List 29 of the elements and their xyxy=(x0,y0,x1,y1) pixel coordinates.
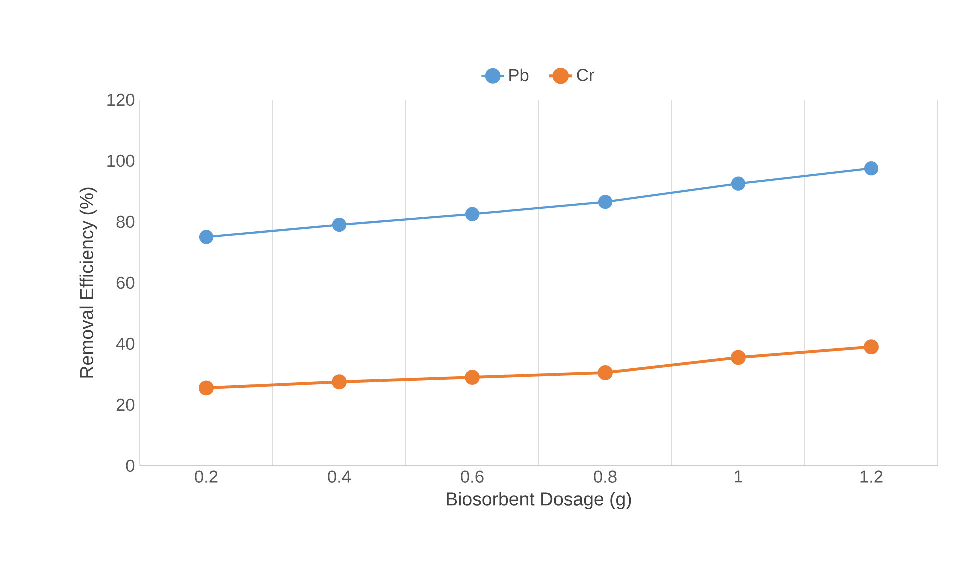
legend-label: Pb xyxy=(510,68,529,82)
y-axis-title: Removal Efficiency (%) xyxy=(80,188,98,378)
x-tick-label: 1.2 xyxy=(860,470,883,483)
y-tick-label: 120 xyxy=(108,94,135,106)
x-tick-label: 0.6 xyxy=(461,470,484,483)
point xyxy=(199,380,214,396)
x-axis-title: Biosorbent Dosage (g) xyxy=(447,492,632,510)
y-tick-label: 60 xyxy=(116,276,135,290)
legend-label: Cr xyxy=(577,69,594,82)
point xyxy=(465,207,480,222)
point xyxy=(731,350,746,366)
point xyxy=(332,374,347,390)
point xyxy=(465,370,480,386)
y-tick-label: 80 xyxy=(116,216,135,228)
x-tick-label: 0.2 xyxy=(195,470,218,483)
point xyxy=(864,162,879,176)
y-tick-label: 20 xyxy=(116,398,135,412)
point xyxy=(332,218,347,232)
x-tick-label: 1 xyxy=(735,470,742,483)
x-tick-label: 0.4 xyxy=(328,470,352,483)
point xyxy=(598,195,613,210)
y-tick-label: 100 xyxy=(108,154,135,168)
point xyxy=(598,365,613,380)
point xyxy=(199,230,214,244)
x-tick-label: 0.8 xyxy=(594,470,617,483)
y-tick-label: 40 xyxy=(116,338,135,350)
point xyxy=(864,340,879,355)
point xyxy=(731,176,746,191)
y-tick-label: 0 xyxy=(126,460,135,472)
